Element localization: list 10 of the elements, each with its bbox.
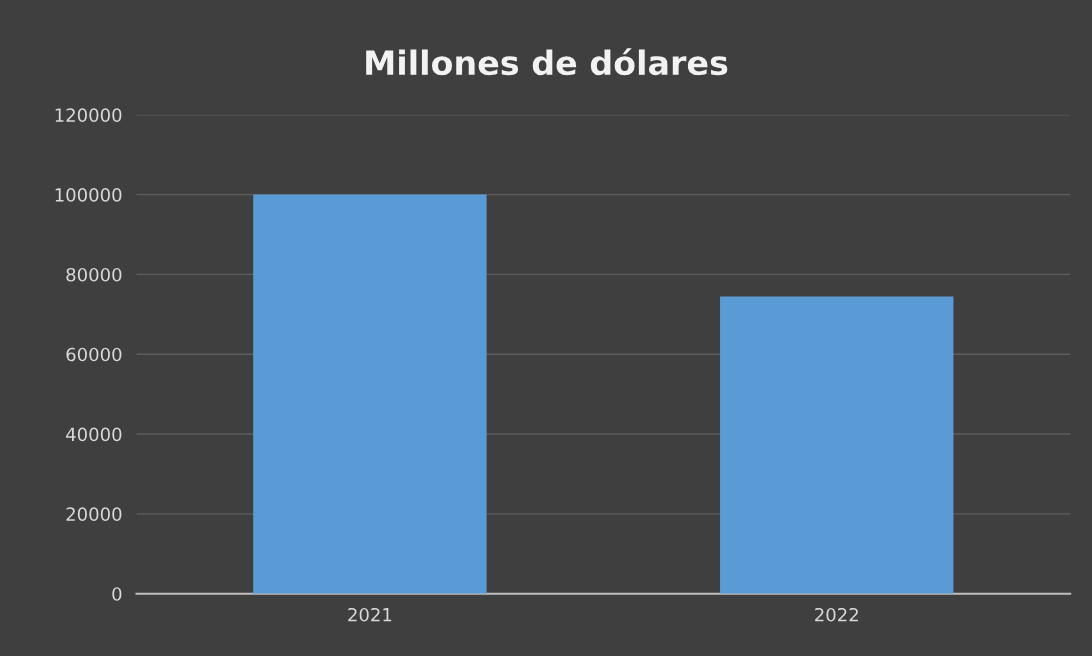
chart-title: Millones de dólares: [366, 48, 728, 76]
x-tick-label: 2022: [815, 607, 858, 622]
y-tick-label: 40000: [66, 427, 122, 442]
y-tick-label: 80000: [66, 267, 122, 282]
y-tick-label: 100000: [55, 188, 122, 202]
y-tick-label: 120000: [55, 108, 122, 122]
x-tick-label: 2021: [348, 607, 392, 622]
y-tick-label: 60000: [66, 347, 122, 362]
y-tick-label: 20000: [66, 507, 122, 521]
y-tick-label: 0: [112, 587, 122, 601]
